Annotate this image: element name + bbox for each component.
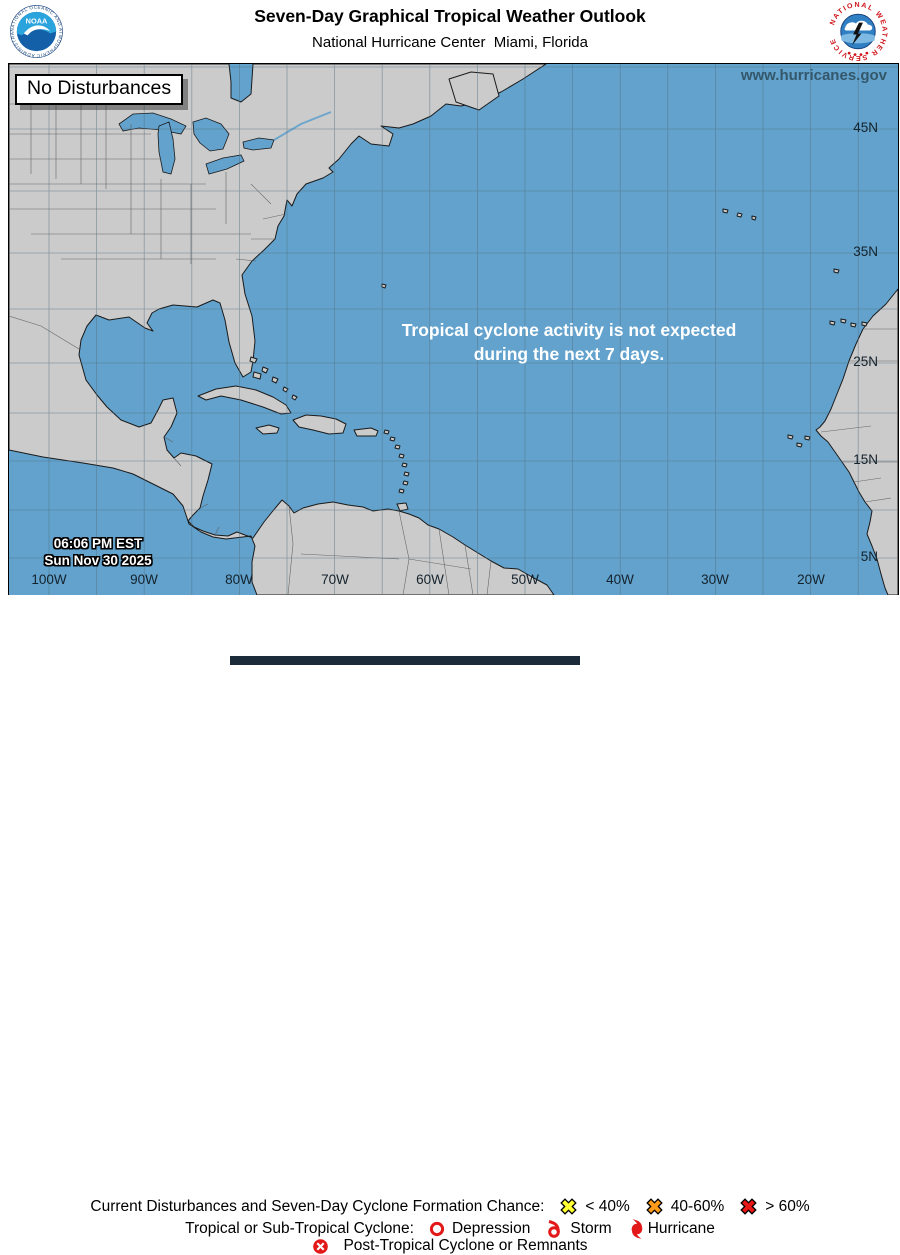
lon-label-50w: 50W	[511, 572, 539, 587]
noaa-logo-icon: NATIONAL OCEANIC AND ATMOSPHERIC ADMINIS…	[9, 4, 64, 64]
svg-text:NOAA: NOAA	[26, 17, 48, 26]
post-tropical-icon	[312, 1238, 329, 1255]
lon-label-60w: 60W	[416, 572, 444, 587]
land-north-south-america	[9, 64, 555, 595]
timestamp-date: Sun Nov 30 2025	[44, 553, 152, 568]
land-cape-verde	[787, 434, 811, 448]
land-canary-islands	[829, 318, 868, 328]
lon-label-80w: 80W	[225, 572, 253, 587]
land-masses	[9, 64, 898, 595]
medium-chance-label: 40-60%	[670, 1197, 725, 1215]
watermark-link[interactable]: www.hurricanes.gov	[740, 67, 887, 84]
outlook-message: Tropical cyclone activity is not expecte…	[299, 318, 839, 366]
land-hispaniola	[292, 414, 347, 435]
land-newfoundland	[448, 71, 500, 111]
land-madeira	[833, 268, 840, 274]
land-puerto-rico	[353, 427, 379, 437]
outlook-message-line2: during the next 7 days.	[473, 344, 665, 364]
lon-label-90w: 90W	[130, 572, 158, 587]
timestamp-time: 06:06 PM EST	[53, 536, 143, 551]
land-trinidad	[396, 502, 409, 512]
lon-label-20w: 20W	[797, 572, 825, 587]
lat-label-15n: 15N	[853, 452, 878, 467]
nws-logo-icon: NATIONAL WEATHER SERVICE	[826, 0, 890, 68]
grid-lines	[9, 64, 898, 595]
post-tropical-label: Post-Tropical Cyclone or Remnants	[343, 1237, 588, 1254]
lon-label-100w: 100W	[31, 572, 67, 587]
lat-label-35n: 35N	[853, 244, 878, 259]
lat-label-45n: 45N	[853, 120, 878, 135]
legend: Current Disturbances and Seven-Day Cyclo…	[0, 595, 900, 1254]
cyclone-type-label: Tropical or Sub-Tropical Cyclone:	[185, 1219, 414, 1237]
low-chance-label: < 40%	[585, 1197, 630, 1215]
lat-label-25n: 25N	[853, 354, 878, 369]
lon-label-70w: 70W	[321, 572, 349, 587]
status-badge: No Disturbances	[15, 74, 184, 105]
high-chance-x-icon	[738, 1196, 759, 1217]
legend-row-formation-chance: Current Disturbances and Seven-Day Cyclo…	[0, 1196, 900, 1217]
medium-chance-x-icon	[644, 1196, 665, 1217]
bottom-edge-bar	[230, 656, 580, 665]
page-title: Seven-Day Graphical Tropical Weather Out…	[254, 6, 646, 26]
timestamp: 06:06 PM EST Sun Nov 30 2025	[15, 535, 181, 569]
header: NATIONAL OCEANIC AND ATMOSPHERIC ADMINIS…	[0, 0, 900, 63]
land-africa	[815, 288, 898, 595]
formation-chance-label: Current Disturbances and Seven-Day Cyclo…	[90, 1197, 545, 1215]
land-azores	[722, 208, 757, 221]
page-subtitle: National Hurricane Center Miami, Florida	[312, 34, 588, 51]
depression-icon	[428, 1219, 446, 1238]
depression-label: Depression	[451, 1219, 531, 1237]
hurricane-label: Hurricane	[647, 1219, 715, 1237]
legend-row-post-tropical: Post-Tropical Cyclone or Remnants	[0, 1237, 900, 1255]
high-chance-label: > 60%	[765, 1197, 810, 1215]
outlook-message-line1: Tropical cyclone activity is not expecte…	[401, 320, 737, 340]
low-chance-x-icon	[558, 1196, 579, 1217]
lat-label-5n: 5N	[860, 549, 878, 564]
lon-label-40w: 40W	[606, 572, 634, 587]
atlantic-basin-map	[9, 64, 898, 595]
land-jamaica	[255, 424, 280, 435]
outlook-map[interactable]: No Disturbances www.hurricanes.gov Tropi…	[8, 63, 899, 596]
lon-label-30w: 30W	[701, 572, 729, 587]
storm-label: Storm	[570, 1219, 612, 1237]
land-lesser-antilles	[383, 429, 410, 494]
